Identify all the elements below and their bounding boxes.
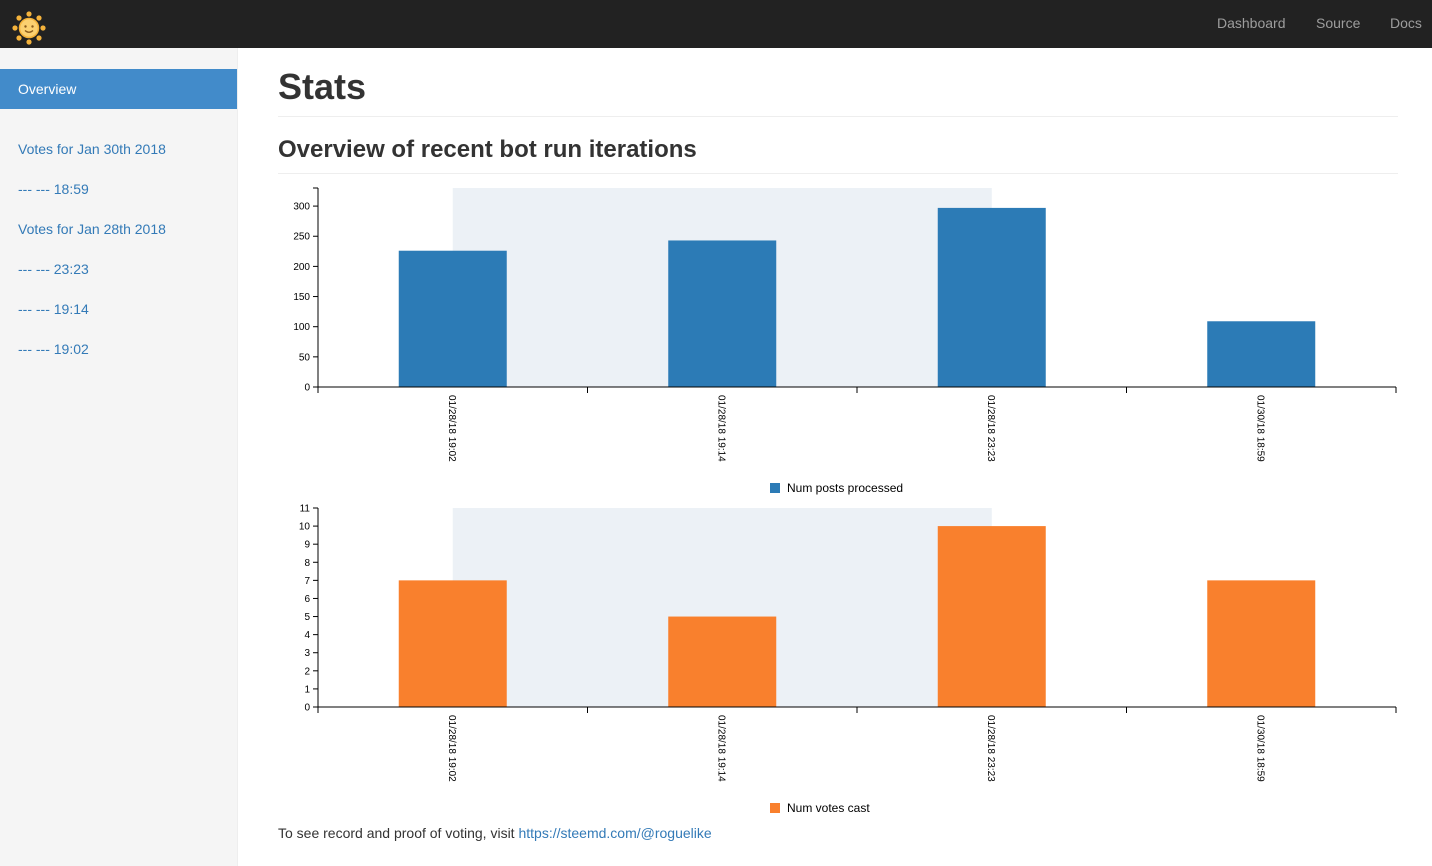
posts-legend: Num posts processed <box>770 481 903 495</box>
votes-legend: Num votes cast <box>770 801 870 815</box>
sidebar-item-overview[interactable]: Overview <box>0 69 237 109</box>
posts-x-tick-label: 01/28/18 19:02 <box>446 395 457 462</box>
votes-x-tick-label: 01/28/18 19:02 <box>446 715 457 782</box>
sun-face-icon[interactable] <box>12 11 46 45</box>
posts-processed-chart: 0 50 100 150 200 250 300 01/28/18 19:02 01/28/18… <box>293 187 1397 495</box>
votes-y-tick-label: 6 <box>304 594 310 605</box>
nav-link-dashboard[interactable]: Dashboard <box>1217 15 1286 31</box>
votes-y-tick-label: 0 <box>304 703 310 714</box>
posts-bar <box>1207 321 1316 387</box>
votes-bar <box>937 526 1046 707</box>
nav-link-docs[interactable]: Docs <box>1390 15 1422 31</box>
sidebar-item-run-1914[interactable]: --- --- 19:14 <box>18 301 89 317</box>
votes-y-tick-label: 7 <box>304 576 310 587</box>
posts-x-tick-label: 01/28/18 23:23 <box>985 395 996 462</box>
top-navbar: Dashboard Source Docs <box>0 0 1432 48</box>
posts-x-tick-label: 01/30/18 18:59 <box>1254 395 1265 462</box>
votes-y-tick-label: 9 <box>304 540 310 551</box>
votes-y-tick-label: 4 <box>304 630 310 641</box>
votes-bar <box>1207 580 1316 707</box>
posts-y-tick-label: 100 <box>293 322 310 333</box>
posts-y-tick-label: 250 <box>293 232 310 243</box>
posts-legend-swatch <box>770 483 780 493</box>
nav-link-source[interactable]: Source <box>1316 15 1361 31</box>
section-title: Overview of recent bot run iterations <box>278 136 697 163</box>
votes-cast-chart: 0 1 2 3 4 5 6 7 8 9 10 11 01/28/18 19:02 01/28/18 19:… <box>299 504 1397 815</box>
posts-x-tick-label: 01/28/18 19:14 <box>715 395 726 462</box>
posts-y-tick-label: 200 <box>293 262 310 273</box>
posts-y-tick-label: 300 <box>293 202 310 213</box>
divider <box>278 116 1398 117</box>
votes-y-tick-label: 1 <box>304 684 310 695</box>
footer-text: To see record and proof of voting, visit <box>278 825 519 841</box>
votes-x-tick-label: 01/28/18 19:14 <box>715 715 726 782</box>
page-title: Stats <box>278 66 367 107</box>
footer-note: To see record and proof of voting, visit… <box>278 825 712 841</box>
sidebar: Overview Votes for Jan 30th 2018 --- ---… <box>0 48 238 866</box>
votes-x-tick-label: 01/28/18 23:23 <box>985 715 996 782</box>
posts-bar <box>398 250 507 387</box>
posts-legend-label: Num posts processed <box>787 481 903 495</box>
sidebar-item-votes-jan-28[interactable]: Votes for Jan 28th 2018 <box>18 221 166 237</box>
sidebar-item-run-1902[interactable]: --- --- 19:02 <box>18 341 89 357</box>
divider <box>278 173 1398 174</box>
sidebar-item-run-2323[interactable]: --- --- 23:23 <box>18 261 89 277</box>
posts-bar <box>937 207 1046 387</box>
votes-y-tick-label: 3 <box>304 648 310 659</box>
votes-legend-label: Num votes cast <box>787 801 870 815</box>
sidebar-item-votes-jan-30[interactable]: Votes for Jan 30th 2018 <box>18 141 166 157</box>
votes-y-tick-label: 11 <box>300 504 311 515</box>
posts-bar <box>668 240 777 387</box>
votes-bar <box>398 580 507 707</box>
votes-y-tick-label: 5 <box>304 612 310 623</box>
posts-y-tick-label: 150 <box>293 292 310 303</box>
votes-y-tick-label: 8 <box>304 558 310 569</box>
votes-bar <box>668 616 777 707</box>
steemd-link[interactable]: https://steemd.com/@roguelike <box>518 825 712 841</box>
posts-y-tick-label: 0 <box>304 383 310 394</box>
votes-x-tick-label: 01/30/18 18:59 <box>1254 715 1265 782</box>
votes-y-tick-label: 10 <box>299 522 311 533</box>
votes-y-tick-label: 2 <box>304 666 310 677</box>
votes-legend-swatch <box>770 803 780 813</box>
posts-y-tick-label: 50 <box>299 352 311 363</box>
sidebar-item-run-1859[interactable]: --- --- 18:59 <box>18 181 89 197</box>
